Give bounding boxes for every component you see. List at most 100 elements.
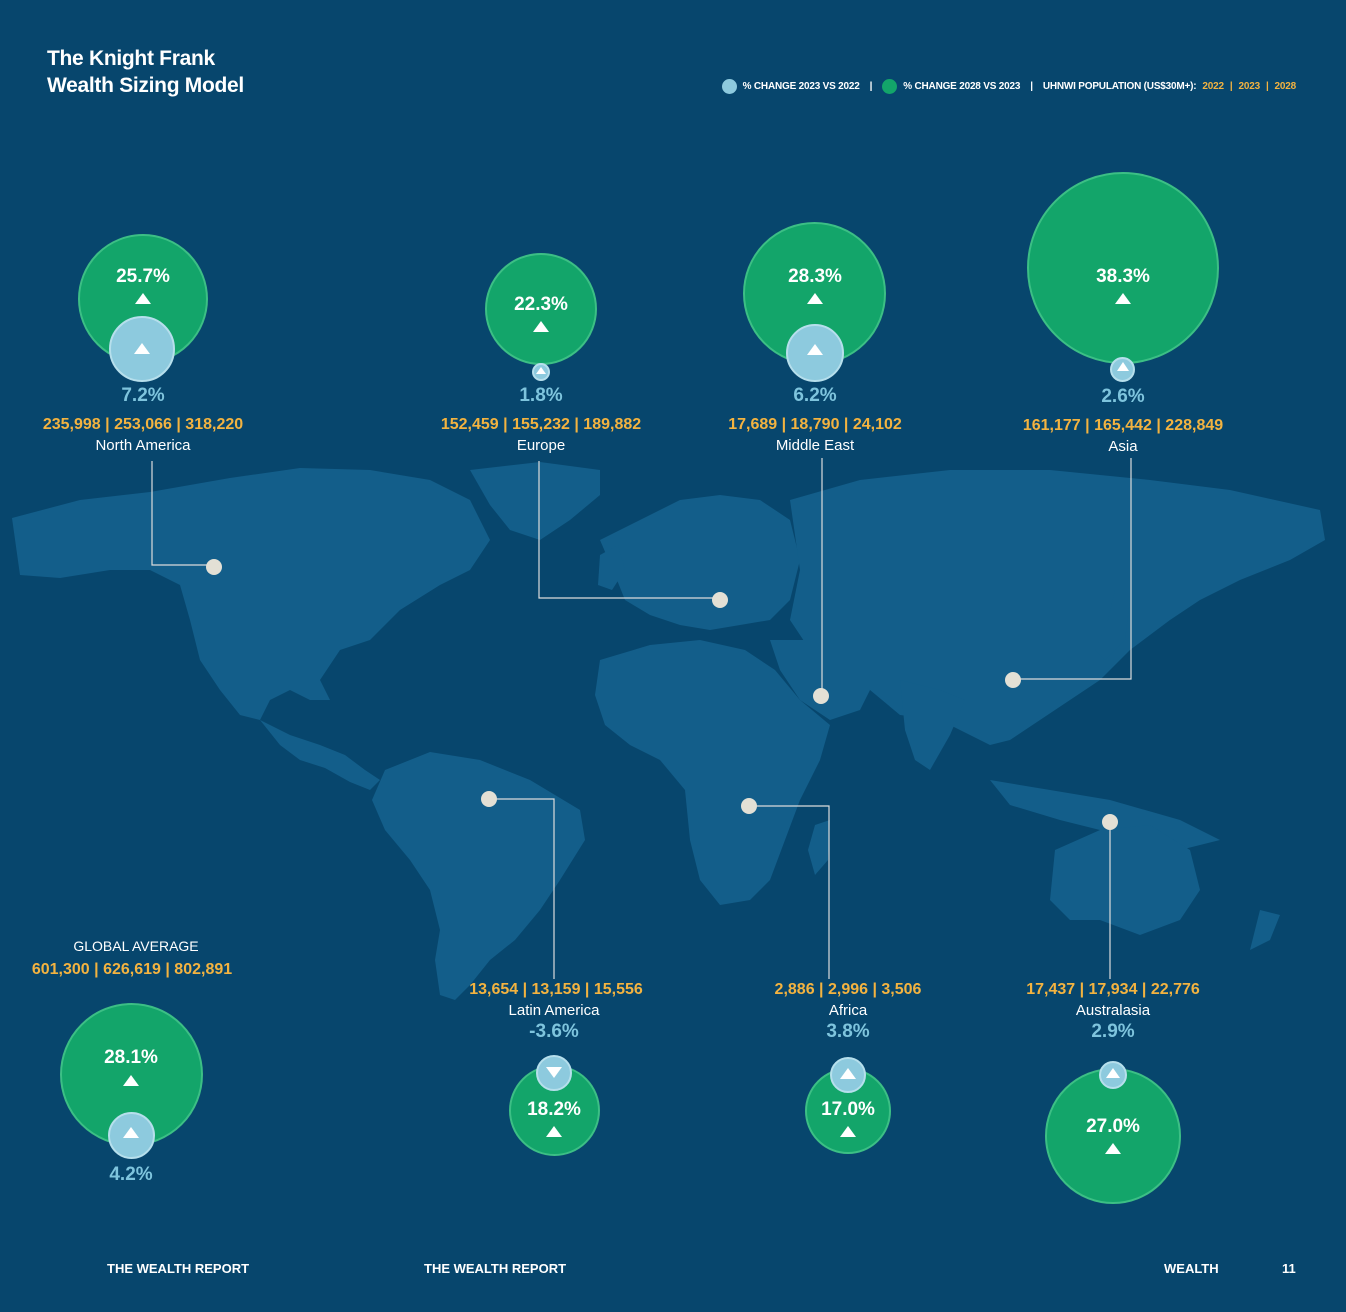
south-america-landmass bbox=[372, 752, 585, 1000]
change-2028-africa: 17.0% bbox=[821, 1099, 875, 1120]
madagascar-landmass bbox=[808, 820, 830, 875]
bubble-2023-australasia bbox=[1099, 1061, 1127, 1089]
pop-2028: 802,891 bbox=[174, 961, 233, 978]
north-america-landmass bbox=[12, 468, 490, 720]
change-2023-global: 4.2% bbox=[109, 1164, 153, 1185]
region-name-africa: Africa bbox=[828, 1002, 868, 1019]
region-name-asia: Asia bbox=[1108, 438, 1138, 455]
footer-report-title-center: THE WEALTH REPORT bbox=[424, 1261, 567, 1276]
bubble-2028-asia bbox=[1027, 172, 1219, 364]
marker-middle-east bbox=[813, 688, 829, 704]
footer-section-name: WEALTH bbox=[1164, 1261, 1219, 1276]
marker-africa bbox=[741, 798, 757, 814]
new-zealand-landmass bbox=[1250, 910, 1280, 950]
europe-landmass bbox=[600, 495, 800, 630]
change-2028-global: 28.1% bbox=[104, 1047, 158, 1068]
pop-2023: 155,232 bbox=[512, 416, 570, 433]
connector-europe bbox=[538, 461, 719, 599]
pop-2022: 161,177 bbox=[1022, 417, 1081, 434]
global-average-title: GLOBAL AVERAGE bbox=[73, 938, 199, 954]
africa-landmass bbox=[595, 640, 830, 905]
connector-lines bbox=[151, 458, 1132, 979]
up-triangle-icon bbox=[807, 293, 823, 304]
bubble-2028-europe bbox=[485, 253, 597, 365]
change-2023-middle-east: 6.2% bbox=[793, 385, 837, 406]
change-2023-africa: 3.8% bbox=[826, 1021, 870, 1042]
population-asia: 161,177 | 165,442 | 228,849 bbox=[1022, 417, 1224, 434]
pop-2023: 253,066 bbox=[114, 416, 172, 433]
legend-year-2022: 2022 bbox=[1202, 80, 1224, 92]
pop-2023: 165,442 bbox=[1094, 417, 1152, 434]
pop-2022: 17,437 bbox=[1026, 981, 1076, 998]
landmasses bbox=[12, 462, 1325, 1000]
population-north-america: 235,998 | 253,066 | 318,220 bbox=[42, 416, 244, 433]
pop-2028: 24,102 bbox=[852, 416, 902, 433]
legend-year-2028: 2028 bbox=[1274, 80, 1297, 92]
pop-2022: 13,654 bbox=[469, 981, 519, 998]
change-2023-north-america: 7.2% bbox=[121, 385, 165, 406]
up-triangle-icon bbox=[840, 1126, 856, 1137]
connector-north-america bbox=[151, 461, 214, 566]
legend-change-2028: % CHANGE 2028 VS 2023 bbox=[903, 80, 1021, 92]
down-triangle-icon bbox=[546, 1067, 562, 1078]
arabia-landmass bbox=[770, 640, 870, 720]
pop-2028: 3,506 bbox=[881, 981, 922, 998]
pop-2023: 17,934 bbox=[1088, 981, 1138, 998]
legend-change-2023: % CHANGE 2023 VS 2022 bbox=[742, 80, 860, 92]
connector-africa bbox=[749, 805, 830, 979]
pop-2023: 2,996 bbox=[827, 981, 869, 998]
page-number: 11 bbox=[1282, 1261, 1296, 1276]
pop-2023: 626,619 bbox=[103, 961, 161, 978]
marker-australasia bbox=[1102, 814, 1118, 830]
region-name-middle-east: Middle East bbox=[775, 437, 855, 454]
marker-north-america bbox=[206, 559, 222, 575]
british-isles-landmass bbox=[598, 545, 625, 590]
region-name-north-america: North America bbox=[95, 437, 191, 454]
up-triangle-icon bbox=[533, 321, 549, 332]
change-2028-europe: 22.3% bbox=[514, 294, 568, 315]
pop-2023: 18,790 bbox=[790, 416, 840, 433]
change-2023-latin-america: -3.6% bbox=[529, 1021, 579, 1042]
population-europe: 152,459 | 155,232 | 189,882 bbox=[440, 416, 642, 433]
legend-light-dot bbox=[721, 78, 737, 94]
legend-separator: | bbox=[1229, 80, 1233, 92]
population-middle-east: 17,689 | 18,790 | 24,102 bbox=[728, 416, 902, 433]
change-2028-australasia: 27.0% bbox=[1086, 1116, 1140, 1137]
up-triangle-icon bbox=[1115, 293, 1131, 304]
up-triangle-icon bbox=[1117, 362, 1129, 371]
pop-2022: 2,886 bbox=[774, 981, 815, 998]
up-triangle-icon bbox=[840, 1068, 856, 1079]
title-line-1: The Knight Frank bbox=[47, 47, 215, 70]
change-2028-asia: 38.3% bbox=[1096, 266, 1150, 287]
greenland-landmass bbox=[470, 462, 600, 540]
population-global: 601,300 | 626,619 | 802,891 bbox=[31, 961, 233, 978]
pop-2028: 228,849 bbox=[1165, 417, 1224, 434]
change-2023-asia: 2.6% bbox=[1101, 386, 1145, 407]
pop-2028: 189,882 bbox=[583, 416, 642, 433]
southeast-asia-islands bbox=[990, 780, 1220, 850]
up-triangle-icon bbox=[536, 367, 546, 374]
marker-asia bbox=[1005, 672, 1021, 688]
population-africa: 2,886 | 2,996 | 3,506 bbox=[774, 981, 922, 998]
marker-europe bbox=[712, 592, 728, 608]
up-triangle-icon bbox=[135, 293, 151, 304]
region-name-latin-america: Latin America bbox=[508, 1002, 600, 1019]
pop-2028: 318,220 bbox=[185, 416, 244, 433]
up-triangle-icon bbox=[123, 1075, 139, 1086]
change-2028-latin-america: 18.2% bbox=[527, 1099, 581, 1120]
marker-latin-america bbox=[481, 791, 497, 807]
legend: % CHANGE 2023 VS 2022 | % CHANGE 2028 VS… bbox=[721, 77, 1297, 95]
bubble-2023-africa bbox=[830, 1057, 866, 1093]
up-triangle-icon bbox=[134, 343, 150, 354]
india-landmass bbox=[900, 680, 965, 770]
title-line-2: Wealth Sizing Model bbox=[47, 74, 244, 97]
up-triangle-icon bbox=[123, 1127, 139, 1138]
legend-green-dot bbox=[882, 78, 898, 94]
legend-separator: | bbox=[1030, 80, 1033, 92]
change-2028-middle-east: 28.3% bbox=[788, 266, 842, 287]
pop-2028: 22,776 bbox=[1150, 981, 1200, 998]
footer-report-title-left: THE WEALTH REPORT bbox=[107, 1261, 250, 1276]
japan-landmass bbox=[1095, 590, 1130, 660]
pop-2022: 235,998 bbox=[42, 416, 101, 433]
